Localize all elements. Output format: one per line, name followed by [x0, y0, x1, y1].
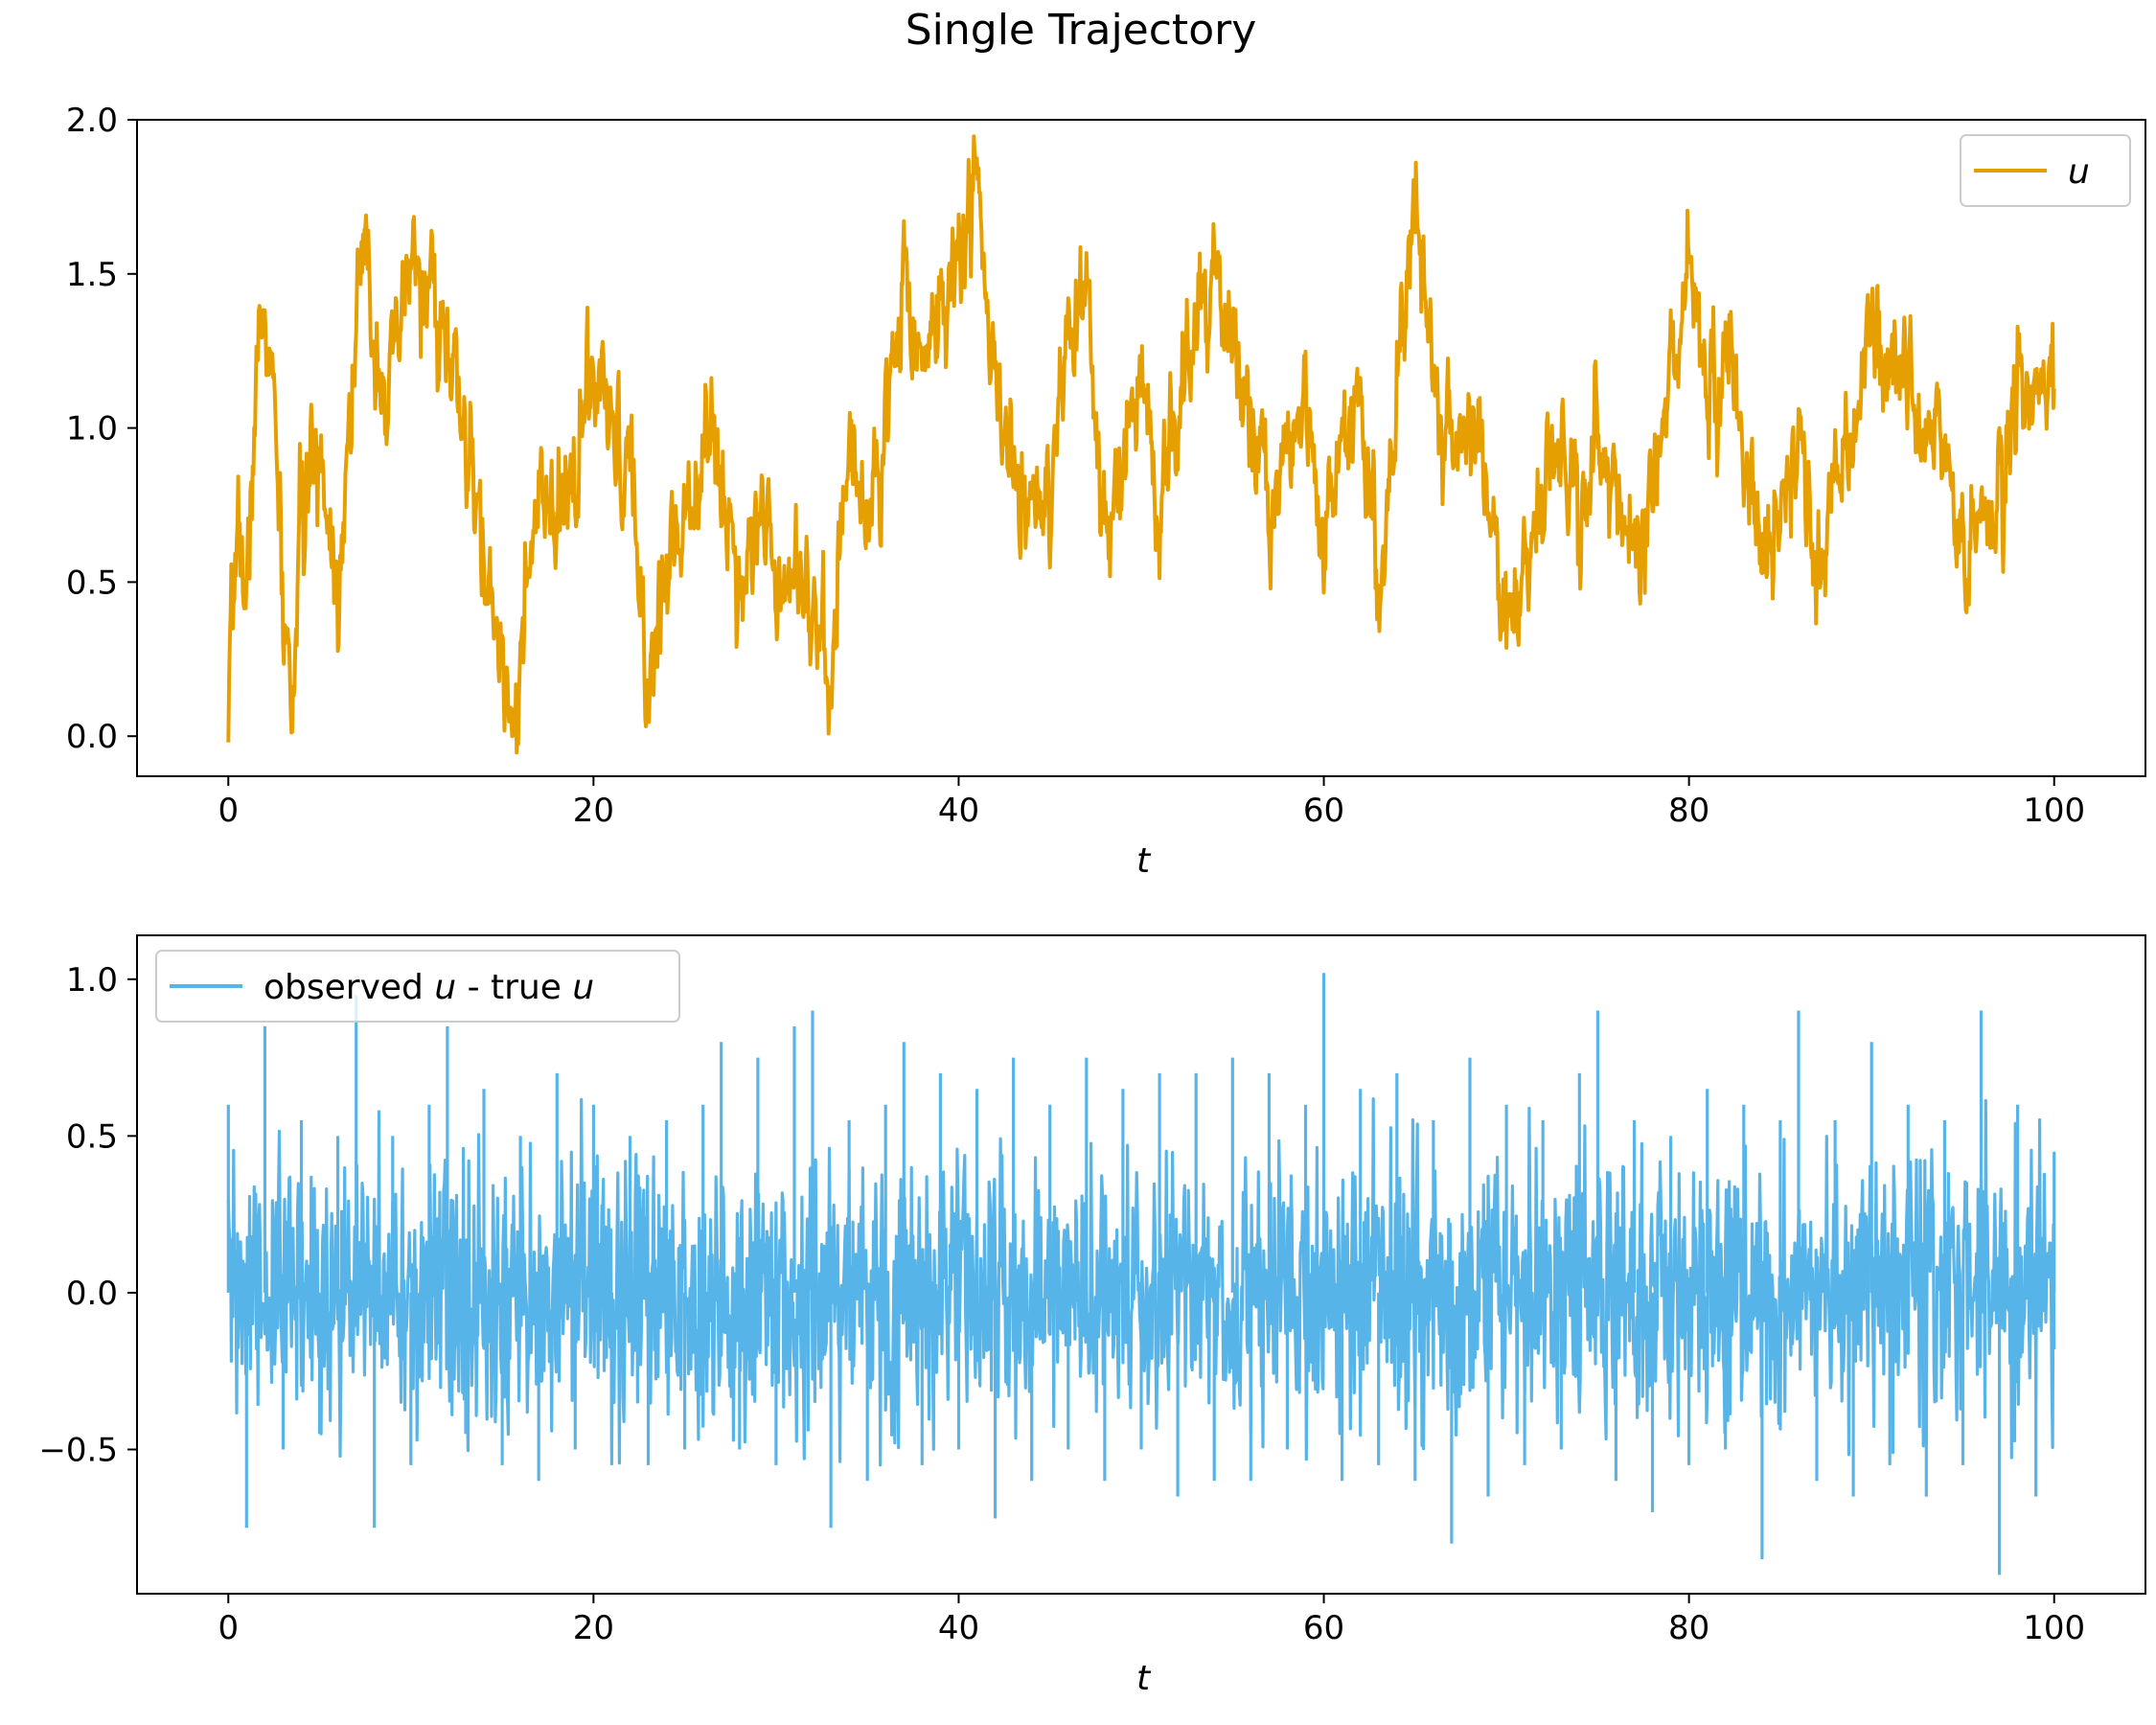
figure-title: Single Trajectory: [906, 6, 1257, 55]
x-tick-label: 0: [218, 792, 239, 830]
legend-label: observed u - true u: [264, 968, 594, 1007]
y-tick-label: 2.0: [66, 102, 118, 140]
x-tick-label: 80: [1668, 792, 1709, 830]
bottom-panel-residual: 0 20 40 60 80 100 −0.5 0.0 0.5 1.0 t observed u - t…: [38, 934, 2146, 1698]
legend-label-part: u: [572, 968, 594, 1007]
x-tick-label: 60: [1303, 792, 1344, 830]
legend-box: [155, 950, 680, 1023]
x-tick-label: 60: [1303, 1609, 1344, 1647]
x-tick-label: 40: [938, 1609, 979, 1647]
x-tick-label: 100: [2023, 1609, 2085, 1647]
y-tick-label: 0.0: [66, 1275, 118, 1313]
x-axis-label: t: [1136, 1659, 1152, 1698]
top-panel-u: 0 20 40 60 80 100 0.0 0.5 1.0 1.5 2.0 t u: [66, 102, 2146, 881]
x-tick-label: 0: [218, 1609, 239, 1647]
series-spikes: [226, 973, 2056, 1576]
x-tick-label: 20: [573, 792, 614, 830]
x-tick-label: 40: [938, 792, 979, 830]
axes-frame: [136, 934, 2146, 1595]
y-tick-label: 0.0: [66, 718, 118, 756]
y-tick-label: 1.0: [66, 410, 118, 448]
y-tick-label: 0.5: [66, 564, 118, 602]
x-tick-label: 20: [573, 1609, 614, 1647]
y-tick-label: −0.5: [38, 1432, 118, 1470]
axes-frame: [136, 119, 2146, 777]
x-axis-label: t: [1136, 841, 1152, 881]
legend-label: u: [2068, 152, 2090, 192]
x-tick-label: 80: [1668, 1609, 1709, 1647]
legend-label-part: u: [2068, 152, 2090, 192]
x-tick-label: 100: [2023, 792, 2085, 830]
y-tick-label: 0.5: [66, 1117, 118, 1156]
legend-label-part: - true: [456, 968, 572, 1007]
legend-label-part: observed: [264, 968, 434, 1007]
legend-label-part: u: [434, 968, 456, 1007]
y-tick-label: 1.5: [66, 256, 118, 294]
y-tick-label: 1.0: [66, 961, 118, 1000]
series-line-u: [226, 134, 2056, 755]
